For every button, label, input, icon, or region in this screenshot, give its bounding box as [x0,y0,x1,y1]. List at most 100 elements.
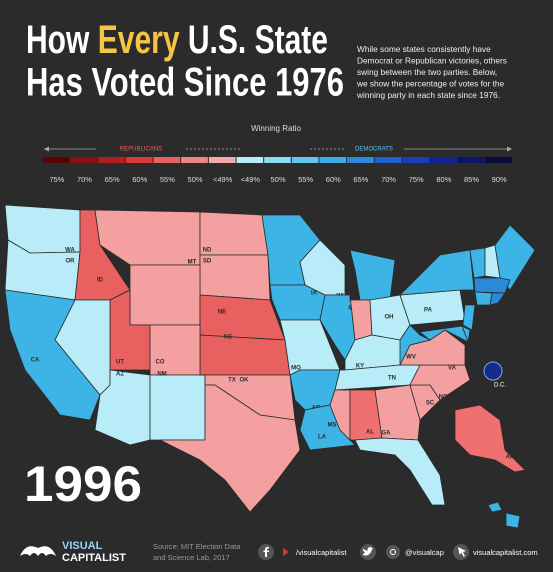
legend-swatch [125,157,153,163]
legend-label: 75% [409,175,424,184]
state-label: AK [506,455,515,461]
legend-swatch [319,157,347,163]
state-label: GA [382,431,392,437]
state-label: OR [66,259,76,265]
state-label: CO [156,360,165,366]
legend-label: 90% [492,175,507,184]
instagram-icon[interactable] [386,545,400,559]
state [487,501,503,513]
state-label: AL [366,430,374,436]
legend-scale: 75% 70% 65% 60% 55% 50% <49% <49% 50% 55% 60% 65% 70… [43,157,512,184]
state-label: PA [424,308,433,314]
youtube-icon[interactable] [283,548,289,556]
state-label: KY [356,364,364,370]
state [494,224,536,291]
legend-swatch [208,157,236,163]
state [474,291,493,306]
title-highlight: Every [98,18,180,62]
legend-label: 60% [132,175,147,184]
state-label: ME [534,266,543,272]
legend-label: 70% [77,175,92,184]
legend-left: REPUBLICANS [120,147,162,153]
legend-label: <49% [241,175,261,184]
legend-label: 70% [381,175,396,184]
legend-arrow-head [507,146,512,152]
state-label: TX [228,378,236,384]
legend-label: 80% [436,175,451,184]
state [489,292,506,306]
footer: VISUAL CAPITALIST Source: MIT Election D… [20,540,538,564]
state-label: D.C. [494,383,506,389]
legend-label: 60% [326,175,341,184]
brand-line2: CAPITALIST [62,552,126,564]
instagram-glyph [390,549,396,555]
subtitle-line: While some states consistently have [357,44,491,54]
legend-label: 55% [298,175,313,184]
state-label: SC [426,401,435,407]
legend-swatch [98,157,125,163]
legend-arrow-head [44,146,49,152]
state-label: SD [203,259,212,265]
state-label: NC [439,395,448,401]
legend-label: 65% [105,175,120,184]
state [199,334,291,376]
state-label: NH [502,289,511,295]
state [299,239,346,296]
state-label: NJ [481,318,489,324]
state [354,437,446,506]
legend-swatch [457,157,485,163]
title-line2: Has Voted Since 1976 [26,61,344,105]
state [473,277,511,294]
state-label: OH [385,315,394,321]
legend-swatch [430,157,457,163]
state [159,384,301,513]
state-label: MD [473,356,483,362]
state-label: ND [203,248,212,254]
state-label: WA [65,248,75,254]
subtitle-line: swing between the two parties. Below, [357,67,497,77]
cursor-glyph [458,547,466,557]
legend-label: 85% [464,175,479,184]
website[interactable]: visualcapitalist.com [473,548,538,557]
legend-swatch [485,157,512,163]
legend-swatch [181,157,208,163]
legend-label: 75% [49,175,64,184]
state-label: HI [518,526,524,532]
state [374,384,421,441]
legend-swatch [291,157,319,163]
legend-label: 50% [188,175,203,184]
legend-swatch [402,157,430,163]
legend-label: 50% [270,175,285,184]
legend-title: Winning Ratio [251,124,301,133]
twitter-handle[interactable]: @visualcap [405,548,444,557]
legend-label: 65% [353,175,368,184]
state-label: AZ [116,372,124,378]
legend-right: DEMOCRATS [355,147,393,153]
state-label: IA [311,291,318,297]
year: 1996 [24,456,142,512]
brand-line1: VISUAL [62,540,103,552]
subtitle-line: winning party in each state since 1976. [356,90,500,100]
legend-label: 55% [160,175,175,184]
state-label: KS [224,335,232,341]
subtitle: While some states consistently have Democ… [356,44,507,100]
state-label: MS [328,423,337,429]
legend-swatch [264,157,291,163]
facebook-handle[interactable]: /visualcapitalist [296,548,347,557]
state-label: NY [480,308,488,314]
state [505,512,521,529]
legend-swatch [374,157,402,163]
legend-swatch [43,157,70,163]
state [419,325,469,343]
state-label: TN [388,376,396,382]
source-line2: and Science Lab, 2017 [153,553,230,562]
state-label: RI [508,317,514,323]
state-label: CA [31,358,40,364]
state-label: UT [116,360,124,366]
state [462,304,476,331]
source-line1: Source: MIT Election Data [153,542,241,551]
state-label: VA [448,366,457,372]
state [454,404,526,473]
title-word: How [26,18,90,62]
subtitle-line: Democrat or Republican victories, others [357,56,507,66]
